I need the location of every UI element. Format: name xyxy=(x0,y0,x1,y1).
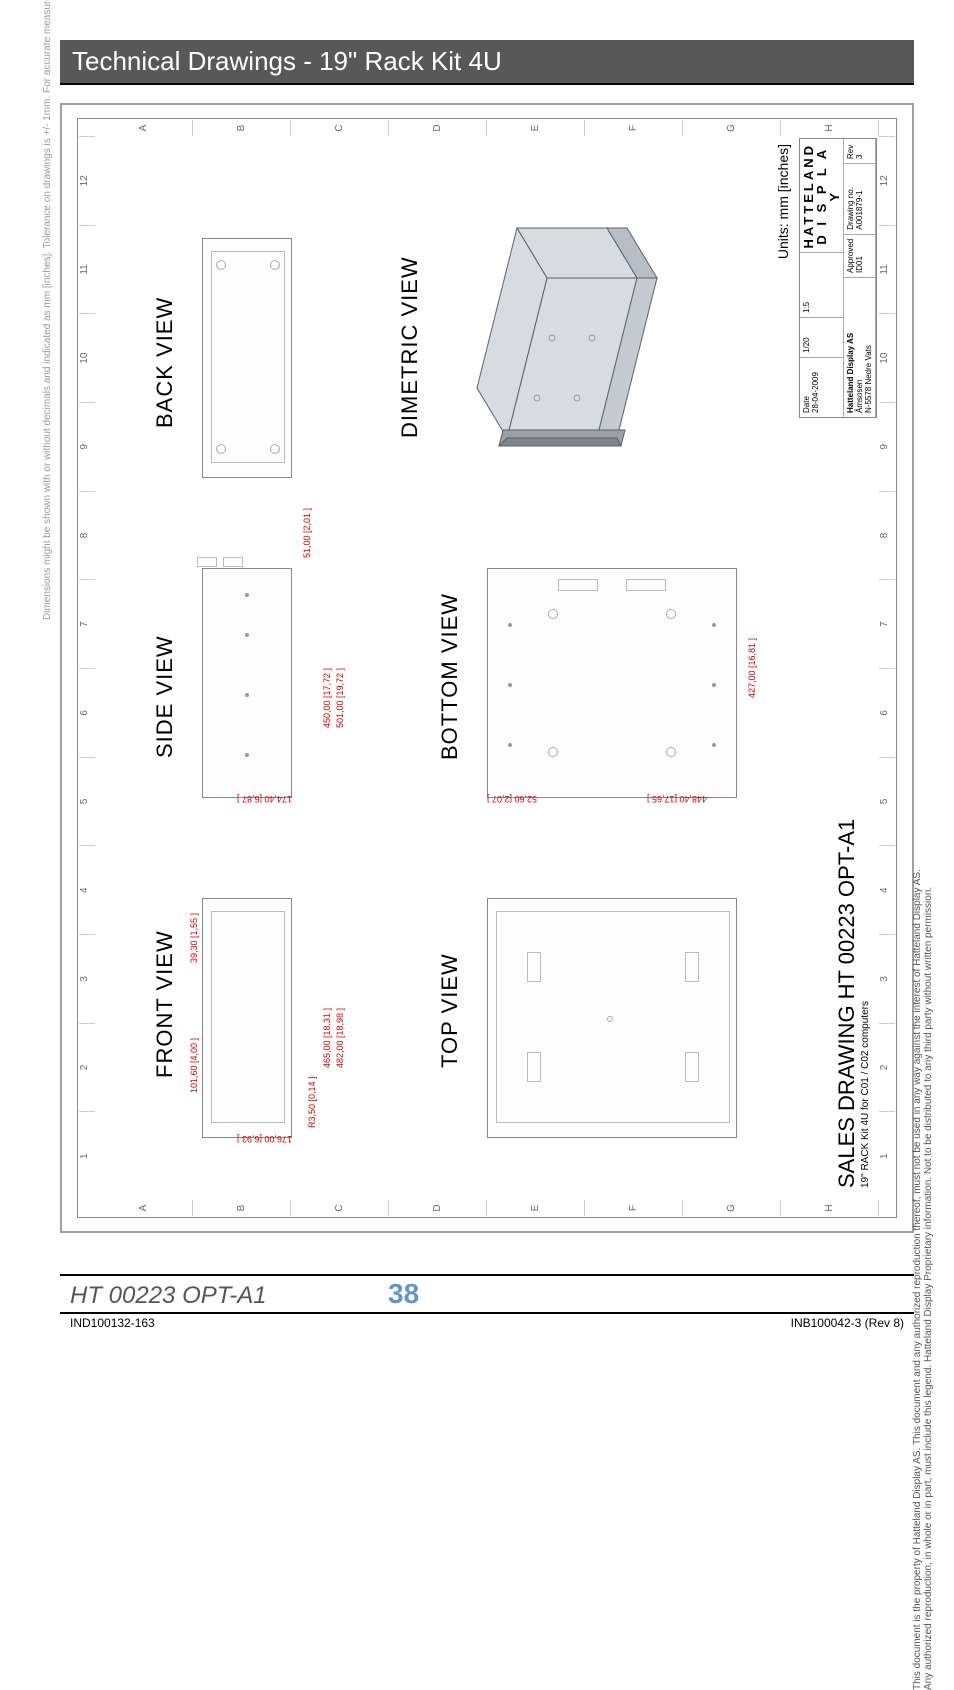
dim-501: 501,00 [19,72 ] xyxy=(335,668,345,728)
dim-465: 465,00 [18,31 ] xyxy=(322,1008,332,1068)
ruler-top: 123456789101112 xyxy=(79,136,95,1200)
dim-39: 39,30 [1,55 ] xyxy=(189,913,199,963)
right-margin-note: This document is the property of Hattela… xyxy=(912,990,934,1690)
page-title: Technical Drawings - 19" Rack Kit 4U xyxy=(60,40,914,85)
bottom-view-label: BOTTOM VIEW xyxy=(437,593,463,760)
dimetric-view xyxy=(457,198,762,498)
dim-r35: R3,50 [0,14 ] xyxy=(307,1076,317,1128)
back-view-label: BACK VIEW xyxy=(152,297,178,428)
ruler-left: ABCDEFGH xyxy=(95,1200,879,1216)
dim-450: 450,00 [17,72 ] xyxy=(322,668,332,728)
page-footer: HT 00223 OPT-A1 38 IND100132-163 INB1000… xyxy=(60,1274,914,1330)
ruler-bottom: 123456789101112 xyxy=(879,136,895,1200)
dimetric-view-label: DIMETRIC VIEW xyxy=(397,256,423,438)
sales-drawing-label: SALES DRAWING HT 00223 OPT-A1 19" RACK K… xyxy=(834,819,871,1188)
units-label: Units: mm [inches] xyxy=(775,144,791,259)
side-view-label: SIDE VIEW xyxy=(152,635,178,758)
dim-52: 52,60 [2,07 ] xyxy=(487,794,537,804)
title-block: Date28-04-2009 1/20 1:5 HATTELAND D I S … xyxy=(799,138,877,418)
bottom-view-rect xyxy=(487,568,737,798)
left-margin-note: Dimensions might be shown with or withou… xyxy=(42,0,53,620)
model-number: HT 00223 OPT-A1 xyxy=(70,1282,328,1310)
ruler-right: ABCDEFGH xyxy=(95,120,879,136)
front-view-label: FRONT VIEW xyxy=(152,930,178,1078)
dim-427: 427,00 [16,81 ] xyxy=(747,638,757,698)
front-view-rect xyxy=(202,898,292,1138)
dim-51: 51,00 [2,01 ] xyxy=(302,508,312,558)
sales-drawing-sub: 19" RACK Kit 4U for C01 / C02 computers xyxy=(860,819,871,1188)
front-view-inner xyxy=(211,911,285,1123)
hatteland-logo-2: D I S P L A Y xyxy=(815,143,841,248)
footer-left-id: IND100132-163 xyxy=(70,1316,155,1330)
back-view-rect xyxy=(202,238,292,478)
sales-drawing-title: SALES DRAWING HT 00223 OPT-A1 xyxy=(834,819,860,1188)
footer-right-id: INB100042-3 (Rev 8) xyxy=(791,1316,904,1330)
dim-174: 174,40 [6,87 ] xyxy=(237,794,292,804)
dim-482: 482,00 [18,98 ] xyxy=(335,1008,345,1068)
page-number: 38 xyxy=(328,1278,646,1310)
dim-176: 176,00 [6,93 ] xyxy=(237,1134,292,1144)
top-view-rect xyxy=(487,898,737,1138)
dim-448: 448,40 [17,65 ] xyxy=(647,794,707,804)
side-view-rect xyxy=(202,568,292,798)
back-view-inner xyxy=(211,251,285,463)
top-view-label: TOP VIEW xyxy=(437,953,463,1068)
drawing-frame: 123456789101112 123456789101112 ABCDEFGH… xyxy=(60,103,914,1233)
dim-101: 101,60 [4,00 ] xyxy=(189,1038,199,1093)
